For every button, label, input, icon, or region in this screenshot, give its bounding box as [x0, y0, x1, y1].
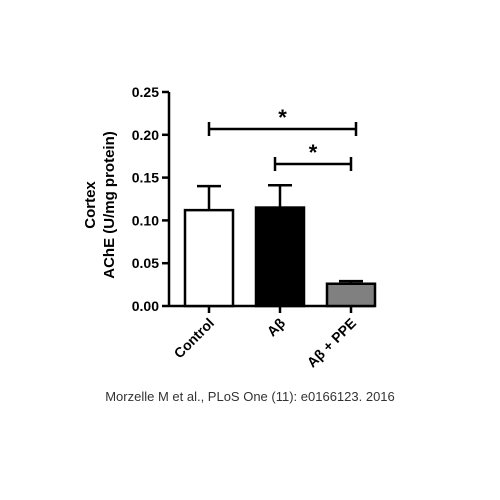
bar: [325, 282, 377, 308]
y-tick-label: 0.25: [132, 84, 159, 100]
y-axis-label-line1: Cortex: [82, 181, 99, 229]
bar-chart: Cortex AChE (U/mg protein) 0.000.050.100…: [82, 84, 377, 370]
x-tick-label: Aβ: [264, 314, 289, 339]
bar: [254, 206, 306, 308]
bars: [183, 184, 377, 308]
x-tick-label: Control: [171, 315, 218, 362]
axes: 0.00 0.05 0.10 0.15 0.20 0.25 Control Aβ Aβ + PP…: [132, 84, 375, 370]
significance-star: *: [278, 105, 287, 130]
y-axis-label: Cortex AChE (U/mg protein): [82, 131, 118, 279]
y-tick-label: 0.00: [132, 298, 159, 314]
citation: Morzelle M et al., PLoS One (11): e01661…: [105, 389, 395, 404]
y-tick-label: 0.10: [132, 212, 159, 228]
y-tick-label: 0.05: [132, 255, 159, 271]
y-axis-label-line2: AChE (U/mg protein): [101, 131, 118, 279]
x-tick-label: Aβ + PPE: [304, 315, 360, 371]
bar: [183, 208, 235, 308]
significance-star: *: [309, 140, 318, 165]
y-tick-label: 0.15: [132, 170, 159, 186]
y-tick-label: 0.20: [132, 127, 159, 143]
significance-markers: **: [207, 105, 358, 171]
